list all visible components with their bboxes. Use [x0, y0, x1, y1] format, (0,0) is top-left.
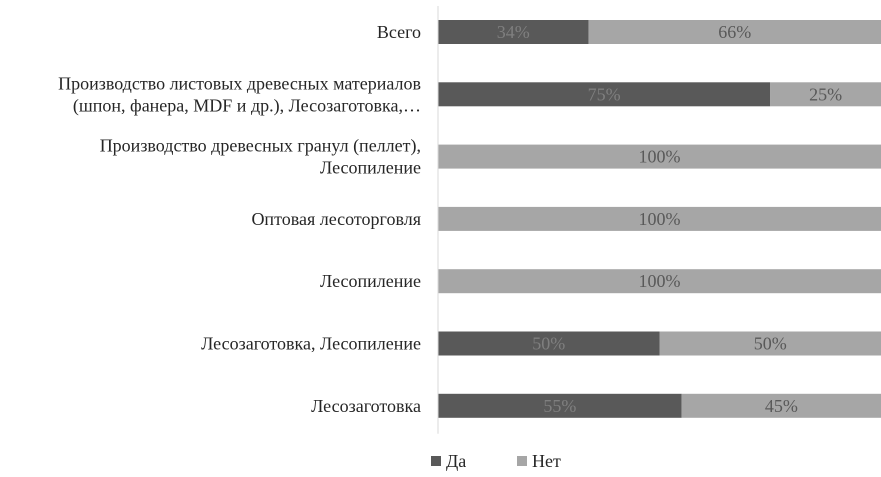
category-label-line: Лесопиление [320, 158, 421, 178]
bar-segment-da [438, 82, 771, 107]
category-label: Лесозаготовка, Лесопиление [201, 334, 421, 354]
legend-label-net: Нет [532, 451, 561, 471]
bars-group: 34% 66% 75% 25% 100% 100% 100% 50% 50% 55% 45% [438, 20, 881, 418]
data-label: 45% [765, 396, 798, 416]
bar-segment-net [438, 144, 881, 169]
data-label: 55% [543, 396, 576, 416]
legend-label-da: Да [446, 451, 466, 471]
category-label-line: Всего [377, 22, 421, 42]
category-label: Лесопиление [320, 271, 421, 291]
data-label: 34% [497, 22, 530, 42]
category-label: Производство древесных гранул (пеллет), Л… [100, 136, 421, 178]
data-label: 100% [639, 209, 681, 229]
data-label: 25% [809, 84, 842, 104]
bar-segment-da [438, 331, 660, 356]
category-label-line: Лесопиление [320, 271, 421, 291]
category-label: Всего [377, 22, 421, 42]
bar-segment-net [438, 206, 881, 231]
bar-segment-da [438, 20, 589, 44]
bar-segment-net [681, 393, 881, 418]
category-labels-group: Всего Производство листовых древесных мат… [58, 22, 421, 416]
data-label: 66% [718, 22, 751, 42]
data-label: 100% [639, 271, 681, 291]
category-label-line: Производство листовых древесных материал… [58, 73, 421, 93]
bar-segment-net [438, 269, 881, 294]
category-label-line: Производство древесных гранул (пеллет), [100, 136, 421, 157]
bar-segment-net [588, 20, 881, 44]
category-label: Лесозаготовка [311, 396, 421, 416]
category-label-line: Лесозаготовка [311, 396, 421, 416]
bar-segment-net [659, 331, 881, 356]
legend-swatch-net [517, 456, 527, 466]
data-label: 100% [639, 147, 681, 167]
category-label: Оптовая лесоторговля [251, 209, 421, 229]
legend: Да Нет [431, 451, 561, 471]
bar-segment-da [438, 393, 682, 418]
category-label-line: Лесозаготовка, Лесопиление [201, 334, 421, 354]
category-label-line: (шпон, фанера, MDF и др.), Лесозаготовка… [73, 95, 421, 116]
data-label: 75% [588, 84, 621, 104]
bar-segment-net [770, 82, 881, 107]
category-label: Производство листовых древесных материал… [58, 73, 421, 116]
category-label-line: Оптовая лесоторговля [251, 209, 421, 229]
data-label: 50% [532, 334, 565, 354]
data-label: 50% [754, 334, 787, 354]
legend-swatch-da [431, 456, 441, 466]
